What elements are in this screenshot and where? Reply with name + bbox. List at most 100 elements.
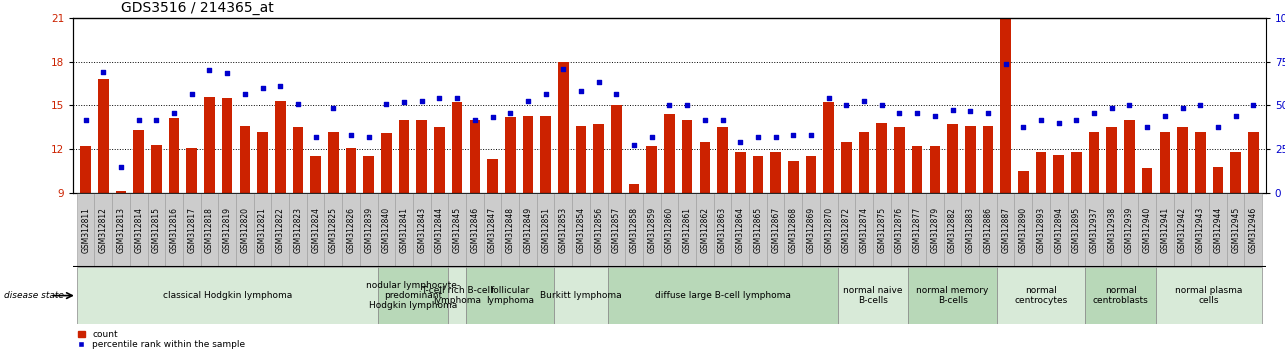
Text: GSM312872: GSM312872 — [842, 207, 851, 253]
Text: disease state: disease state — [4, 291, 64, 300]
Bar — [842, 142, 852, 193]
Bar — [943, 193, 961, 267]
Text: GSM312848: GSM312848 — [506, 207, 515, 253]
Bar — [608, 193, 626, 267]
Bar — [1106, 127, 1117, 193]
Point — [1119, 103, 1140, 108]
Bar — [1173, 193, 1191, 267]
Bar — [289, 193, 307, 267]
Bar — [1227, 193, 1244, 267]
Text: GSM312945: GSM312945 — [1231, 207, 1240, 253]
Point — [76, 117, 96, 123]
Point — [996, 62, 1016, 67]
Point — [323, 105, 343, 111]
Text: GSM312840: GSM312840 — [382, 207, 391, 253]
Text: GSM312822: GSM312822 — [276, 207, 285, 253]
Bar — [540, 115, 551, 193]
Text: GSM312890: GSM312890 — [1019, 207, 1028, 253]
Bar — [430, 193, 448, 267]
Bar — [628, 184, 640, 193]
Point — [447, 95, 468, 101]
Bar — [908, 267, 997, 324]
Bar — [961, 193, 979, 267]
Bar — [307, 193, 325, 267]
Bar — [382, 133, 392, 193]
Bar — [483, 193, 501, 267]
Bar — [678, 193, 696, 267]
Bar — [466, 267, 555, 324]
Text: GSM312868: GSM312868 — [789, 207, 798, 253]
Text: GSM312851: GSM312851 — [541, 207, 550, 253]
Bar — [1054, 155, 1064, 193]
Text: GSM312858: GSM312858 — [630, 207, 639, 253]
Text: classical Hodgkin lymphoma: classical Hodgkin lymphoma — [162, 291, 292, 300]
Bar — [767, 193, 784, 267]
Bar — [929, 146, 941, 193]
Bar — [148, 193, 166, 267]
Bar — [983, 126, 993, 193]
Bar — [858, 132, 870, 193]
Bar — [116, 192, 126, 193]
Text: GSM312824: GSM312824 — [311, 207, 320, 253]
Bar — [1000, 18, 1011, 193]
Point — [871, 103, 892, 108]
Bar — [838, 267, 908, 324]
Bar — [731, 193, 749, 267]
Text: GSM312820: GSM312820 — [240, 207, 249, 253]
Point — [766, 135, 786, 140]
Bar — [979, 193, 997, 267]
Text: GSM312817: GSM312817 — [188, 207, 197, 253]
Text: GSM312943: GSM312943 — [1196, 207, 1205, 253]
Text: normal
centroblasts: normal centroblasts — [1092, 286, 1149, 305]
Bar — [134, 130, 144, 193]
Bar — [1248, 132, 1258, 193]
Point — [1172, 105, 1192, 111]
Text: GSM312941: GSM312941 — [1160, 207, 1169, 253]
Point — [1031, 117, 1051, 123]
Bar — [660, 193, 678, 267]
Bar — [396, 193, 412, 267]
Point — [288, 101, 308, 107]
Text: T-cell rich B-cell
lymphoma: T-cell rich B-cell lymphoma — [421, 286, 493, 305]
Text: GSM312946: GSM312946 — [1249, 207, 1258, 253]
Bar — [378, 267, 448, 324]
Bar — [770, 152, 781, 193]
Bar — [1124, 120, 1135, 193]
Text: GSM312940: GSM312940 — [1142, 207, 1151, 253]
Point — [377, 101, 397, 107]
Text: diffuse large B-cell lymphoma: diffuse large B-cell lymphoma — [654, 291, 790, 300]
Bar — [555, 193, 572, 267]
Text: GSM312887: GSM312887 — [1001, 207, 1010, 253]
Point — [853, 98, 874, 104]
Text: GSM312853: GSM312853 — [559, 207, 568, 253]
Bar — [112, 193, 130, 267]
Bar — [168, 119, 180, 193]
Bar — [908, 193, 926, 267]
Text: normal naive
B-cells: normal naive B-cells — [843, 286, 902, 305]
Bar — [77, 193, 95, 267]
Bar — [912, 146, 923, 193]
Text: normal plasma
cells: normal plasma cells — [1176, 286, 1243, 305]
Bar — [342, 193, 360, 267]
Point — [146, 117, 167, 123]
Bar — [608, 267, 838, 324]
Bar — [1014, 193, 1032, 267]
Text: GSM312825: GSM312825 — [329, 207, 338, 253]
Point — [270, 84, 290, 89]
Bar — [1050, 193, 1068, 267]
Point — [111, 164, 131, 170]
Text: GDS3516 / 214365_at: GDS3516 / 214365_at — [121, 1, 274, 15]
Bar — [788, 161, 799, 193]
Bar — [1191, 193, 1209, 267]
Point — [536, 91, 556, 96]
Text: GSM312938: GSM312938 — [1108, 207, 1117, 253]
Text: GSM312944: GSM312944 — [1213, 207, 1222, 253]
Bar — [275, 101, 285, 193]
Point — [199, 67, 220, 73]
Text: GSM312860: GSM312860 — [664, 207, 675, 253]
Bar — [152, 145, 162, 193]
Text: GSM312814: GSM312814 — [134, 207, 143, 253]
Text: GSM312845: GSM312845 — [452, 207, 461, 253]
Bar — [558, 62, 569, 193]
Point — [571, 88, 591, 93]
